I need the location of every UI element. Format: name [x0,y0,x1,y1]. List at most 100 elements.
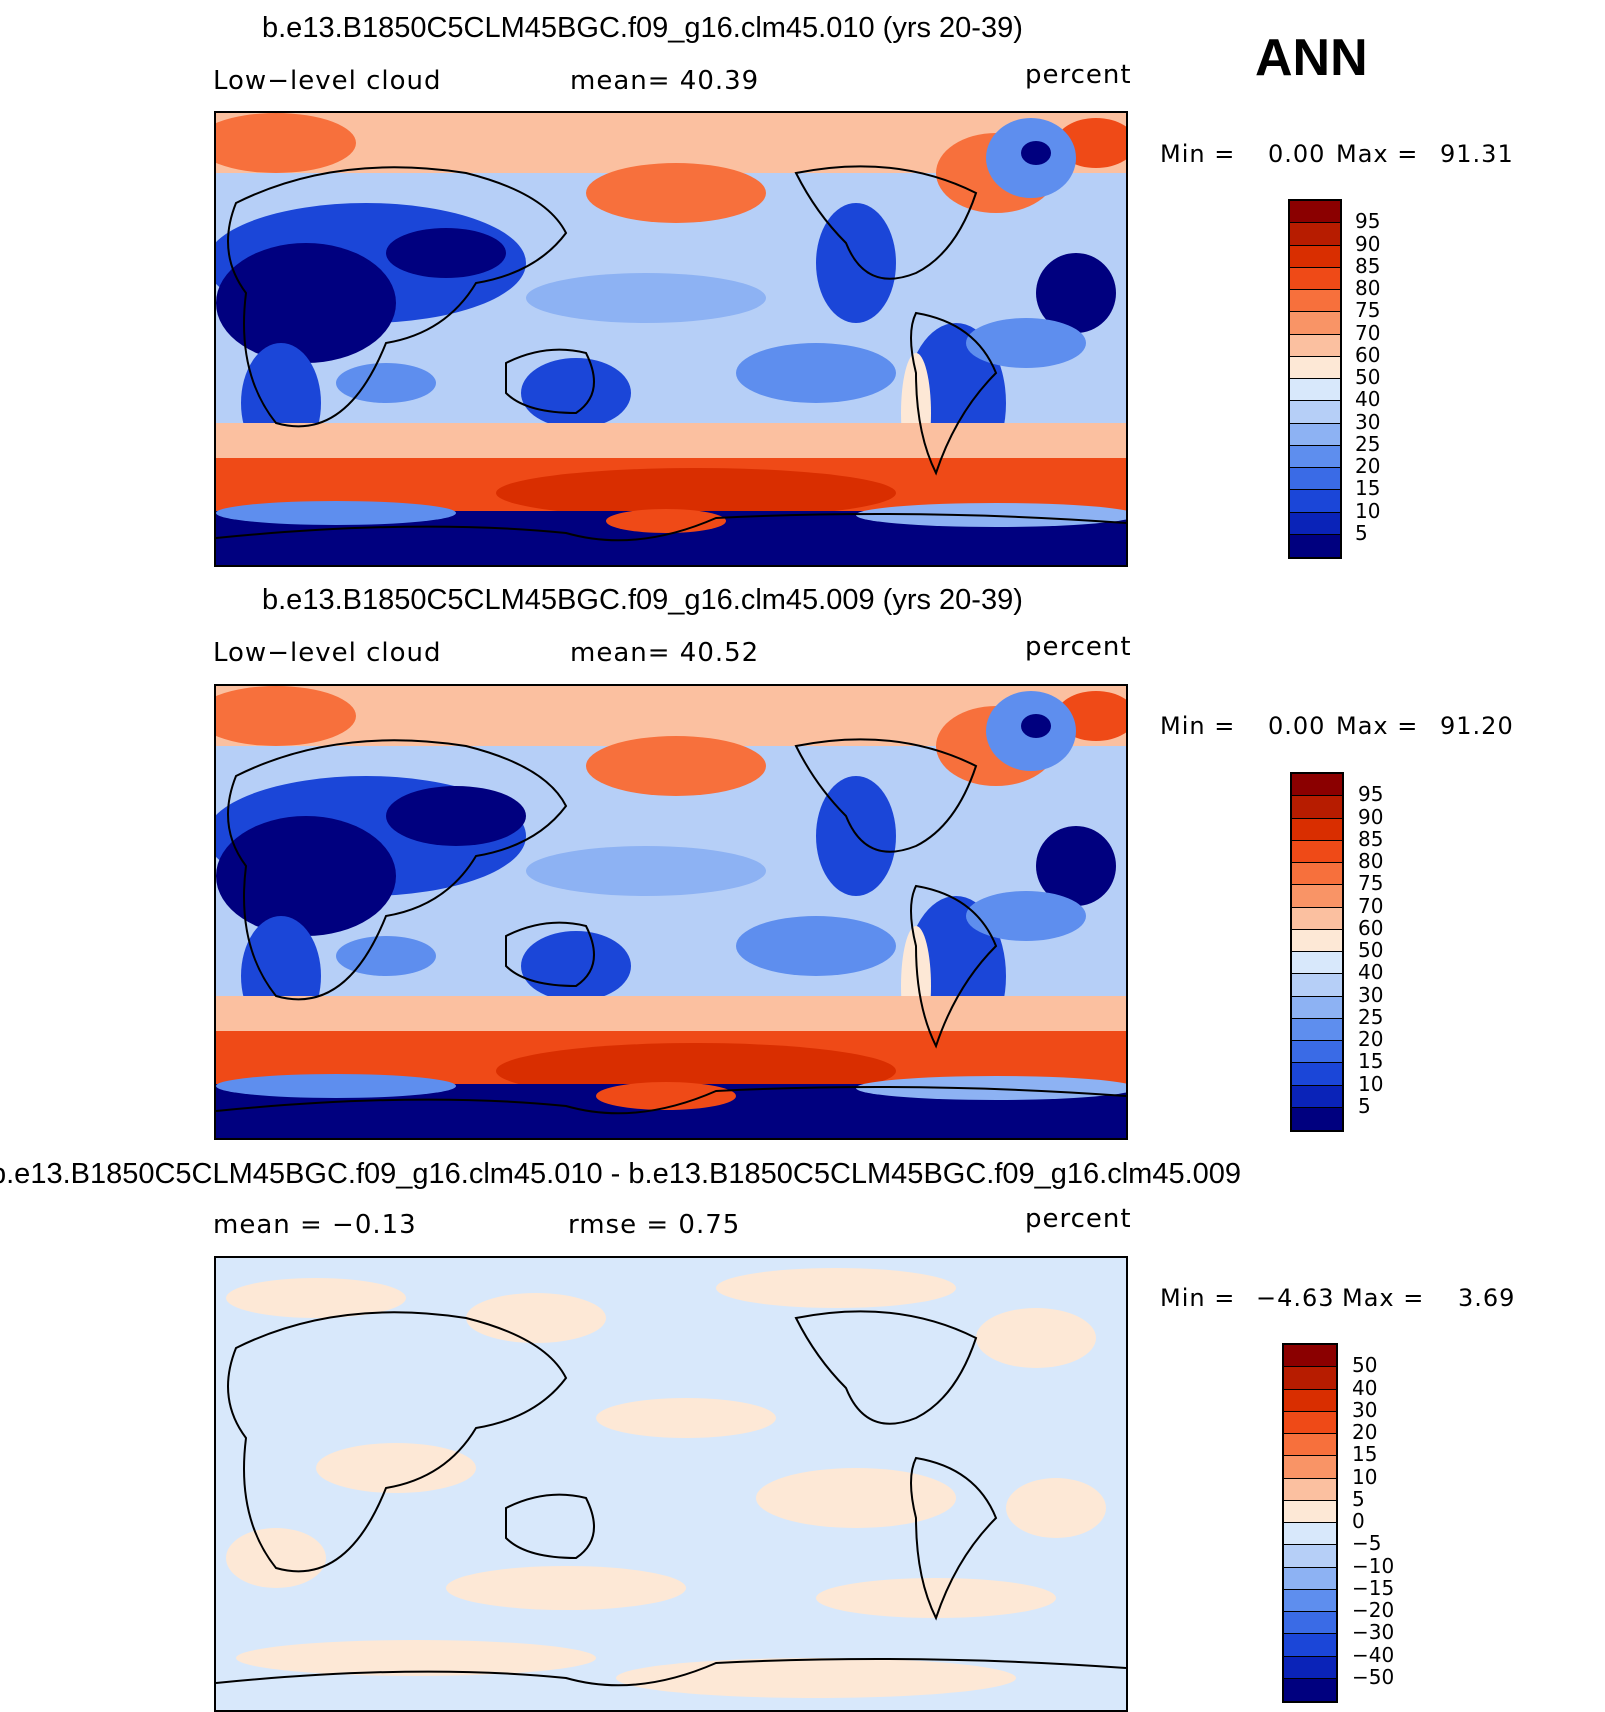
colorbar-tick-label: −20 [1352,1598,1395,1622]
colorbar-swatch [1290,334,1340,357]
colorbar-swatch [1292,1018,1342,1041]
panel-2-colorbar [1290,772,1344,1132]
panel-2-max-value: 91.20 [1440,712,1514,740]
colorbar-tick-label: 5 [1355,520,1368,545]
colorbar-swatch [1292,1063,1342,1086]
colorbar-tick-label: 80 [1355,276,1381,300]
colorbar-swatch [1284,1612,1336,1635]
panel-3-map [214,1256,1128,1712]
colorbar-tick-label: 50 [1355,365,1381,389]
colorbar-swatch [1292,818,1342,841]
colorbar-swatch [1290,312,1340,335]
colorbar-tick-label: 75 [1355,298,1381,323]
colorbar-tick-label: 5 [1352,1486,1365,1511]
panel-1-variable-label: Low−level cloud [213,66,442,96]
colorbar-tick-label: 80 [1358,849,1384,873]
colorbar-swatch [1284,1456,1336,1479]
colorbar-swatch [1284,1656,1336,1679]
colorbar-tick-label: 85 [1355,253,1381,278]
colorbar-tick-label: 90 [1358,804,1384,829]
colorbar-swatch [1290,512,1340,535]
colorbar-tick-label: 60 [1355,342,1381,367]
colorbar-tick-label: 20 [1355,454,1381,478]
colorbar-swatch [1284,1345,1336,1368]
colorbar-swatch [1284,1567,1336,1590]
colorbar-tick-label: 70 [1358,893,1384,918]
colorbar-tick-label: −10 [1352,1553,1395,1578]
panel-3-colorbar [1282,1343,1338,1703]
colorbar-swatch [1290,356,1340,379]
colorbar-tick-label: 20 [1352,1420,1378,1444]
colorbar-swatch [1284,1545,1336,1568]
panel-1-colorbar [1288,199,1342,559]
colorbar-tick-label: 85 [1358,826,1384,851]
panel-3-min-value: −4.63 [1256,1284,1335,1312]
colorbar-tick-label: −5 [1352,1531,1382,1556]
colorbar-swatch [1290,223,1340,246]
panel-1-contour-field [216,113,1126,565]
colorbar-tick-label: −15 [1352,1575,1395,1600]
panel-1-max-label: Max = [1336,140,1419,168]
colorbar-swatch [1290,534,1340,557]
colorbar-tick-label: 30 [1355,409,1381,434]
season-label: ANN [1255,29,1368,87]
panel-2-variable-label: Low−level cloud [213,638,442,668]
panel-1-map [214,111,1128,567]
colorbar-swatch [1292,1107,1342,1130]
colorbar-tick-label: 15 [1352,1442,1378,1467]
colorbar-swatch [1290,379,1340,402]
colorbar-swatch [1290,423,1340,446]
colorbar-swatch [1292,885,1342,908]
colorbar-tick-label: −30 [1352,1620,1395,1645]
colorbar-swatch [1292,929,1342,952]
panel-3-rmse-label: rmse = 0.75 [568,1210,741,1240]
colorbar-swatch [1292,796,1342,819]
colorbar-swatch [1290,468,1340,491]
colorbar-swatch [1284,1367,1336,1390]
colorbar-swatch [1290,490,1340,513]
colorbar-tick-label: 5 [1358,1093,1371,1118]
colorbar-swatch [1292,952,1342,975]
colorbar-swatch [1284,1389,1336,1412]
colorbar-tick-label: 90 [1355,231,1381,256]
colorbar-tick-label: 25 [1355,431,1381,456]
colorbar-tick-label: 50 [1352,1353,1378,1378]
panel-2-mean-label: mean= 40.52 [570,638,760,668]
panel-2-title: b.e13.B1850C5CLM45BGC.f09_g16.clm45.009 … [262,584,1023,616]
colorbar-tick-label: 20 [1358,1027,1384,1051]
panel-3-contour-field [216,1258,1126,1710]
colorbar-swatch [1292,863,1342,886]
colorbar-swatch [1284,1678,1336,1701]
panel-3-min-label: Min = [1160,1284,1236,1312]
panel-3-max-value: 3.69 [1458,1284,1516,1312]
colorbar-tick-label: 95 [1358,782,1384,807]
colorbar-tick-label: 40 [1352,1375,1378,1400]
panel-1-min-value: 0.00 [1268,140,1326,168]
colorbar-tick-label: 10 [1358,1071,1384,1096]
colorbar-tick-label: 95 [1355,209,1381,234]
panel-1-title: b.e13.B1850C5CLM45BGC.f09_g16.clm45.010 … [262,12,1023,44]
colorbar-swatch [1290,267,1340,290]
colorbar-swatch [1292,1085,1342,1108]
colorbar-swatch [1292,1041,1342,1064]
colorbar-swatch [1292,907,1342,930]
colorbar-swatch [1284,1500,1336,1523]
panel-2-units-label: percent [1025,632,1132,662]
colorbar-swatch [1284,1589,1336,1612]
panel-2-max-label: Max = [1336,712,1419,740]
colorbar-swatch [1290,245,1340,268]
colorbar-tick-label: 60 [1358,915,1384,940]
colorbar-swatch [1290,445,1340,468]
panel-2-min-label: Min = [1160,712,1236,740]
colorbar-tick-label: −40 [1352,1642,1395,1667]
colorbar-tick-label: 0 [1352,1509,1365,1533]
colorbar-tick-label: 15 [1358,1049,1384,1074]
colorbar-swatch [1290,401,1340,424]
panel-1-min-label: Min = [1160,140,1236,168]
colorbar-tick-label: 30 [1358,982,1384,1007]
colorbar-swatch [1292,774,1342,797]
colorbar-swatch [1292,996,1342,1019]
panel-2-map [214,684,1128,1140]
colorbar-swatch [1290,290,1340,313]
colorbar-tick-label: 50 [1358,938,1384,962]
